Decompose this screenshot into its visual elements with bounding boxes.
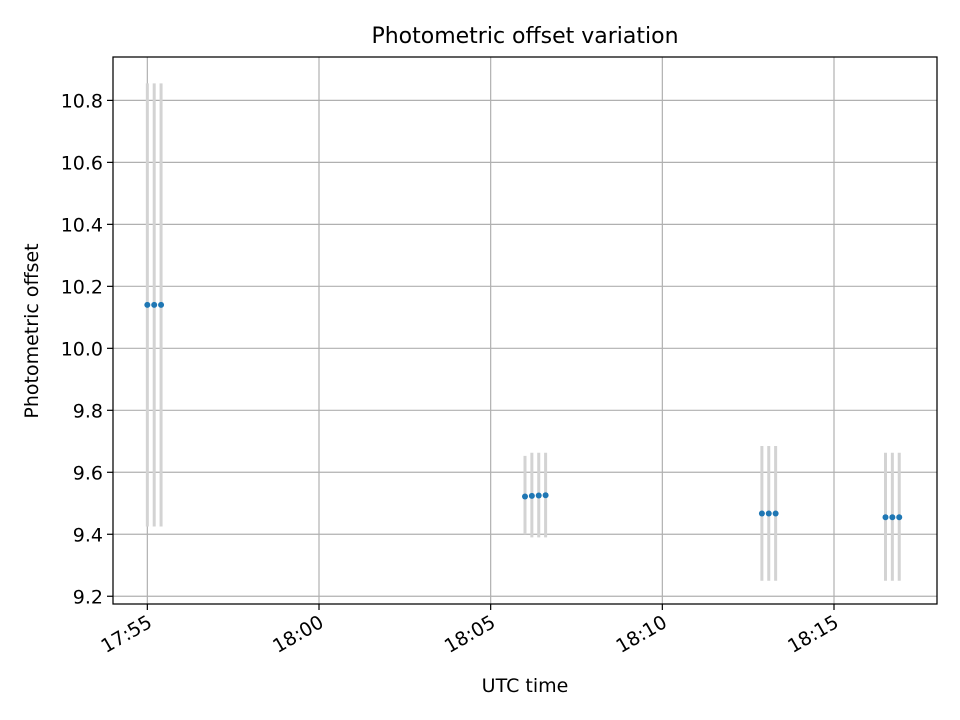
data-point [758, 510, 765, 517]
chart-title: Photometric offset variation [371, 24, 678, 49]
data-point [889, 514, 896, 521]
data-point [535, 492, 542, 499]
data-point [144, 301, 151, 308]
y-axis-label: Photometric offset [21, 243, 43, 418]
data-point [542, 492, 549, 499]
data-point [882, 514, 889, 521]
y-tick-label: 10.2 [61, 276, 103, 298]
grid-lines [113, 57, 937, 604]
y-tick-label: 9.2 [73, 586, 103, 608]
y-tick-label: 10.4 [61, 214, 103, 236]
data-point [765, 510, 772, 517]
data-point [896, 514, 903, 521]
y-tick-label: 9.6 [73, 462, 103, 484]
data-point [522, 493, 528, 500]
data-point [528, 492, 535, 499]
y-tick-label: 10.0 [61, 338, 103, 360]
x-axis-label: UTC time [482, 675, 569, 697]
y-tick-label: 9.8 [73, 400, 103, 422]
plot-frame [112, 56, 938, 605]
data-point [772, 510, 779, 517]
y-tick-label: 10.6 [61, 152, 103, 174]
y-tick-label: 10.8 [61, 90, 103, 112]
data-point [158, 301, 165, 308]
data-points [144, 301, 903, 521]
y-tick-label: 9.4 [73, 524, 103, 546]
y-axis-ticks: 9.2 9.4 9.6 9.8 10.0 10.2 10.4 10.6 10.8 [61, 90, 113, 608]
data-point [151, 301, 158, 308]
